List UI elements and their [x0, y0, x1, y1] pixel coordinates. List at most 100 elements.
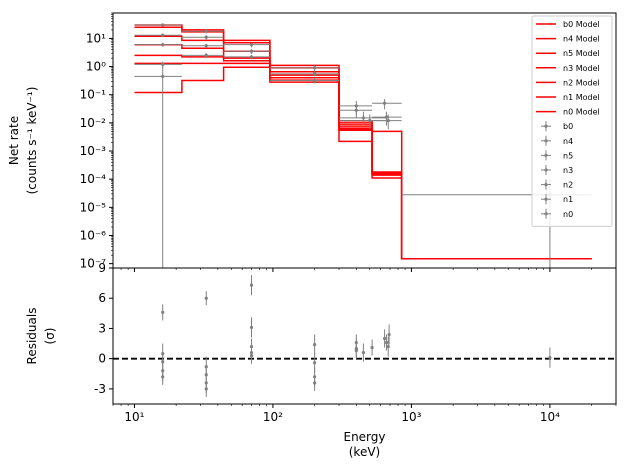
data-points	[134, 23, 592, 268]
residual-point-25	[384, 334, 389, 351]
data-marker-6	[204, 35, 208, 39]
data-marker-21	[386, 119, 390, 123]
data-point-21	[372, 114, 402, 130]
x-tick-label-3: 10⁴	[540, 410, 560, 424]
residual-point-23	[370, 339, 374, 356]
data-marker-0	[161, 23, 165, 27]
data-point-20	[372, 111, 402, 126]
data-marker-16	[354, 108, 358, 112]
data-marker-14	[313, 78, 317, 83]
residual-point-14	[249, 347, 254, 364]
data-point-15	[339, 100, 373, 115]
data-point-9	[223, 42, 270, 48]
data-point-7	[181, 43, 224, 49]
spectrum-y-tick-label-7: 10⁰	[86, 60, 106, 74]
residual-point-18	[313, 374, 317, 391]
model-line-3	[134, 35, 592, 260]
residual-point-11	[249, 317, 254, 338]
residual-marker-4	[161, 375, 165, 379]
legend-model-label-2: n5 Model	[563, 49, 600, 58]
data-marker-13	[313, 72, 317, 76]
legend-data-marker-6	[544, 212, 548, 216]
residual-marker-14	[249, 354, 254, 358]
legend-data-label-1: n4	[563, 137, 573, 146]
data-marker-4	[161, 74, 165, 78]
residuals-panel: 10¹ 10² 10³ 10⁴ -3 0 3 6 9 Residuals (σ) Energy(keV…	[25, 261, 617, 459]
data-marker-19	[382, 101, 387, 105]
data-marker-8	[204, 53, 208, 57]
data-point-5	[181, 29, 224, 34]
spectrum-y-tick-label-4: 10⁻³	[80, 144, 107, 158]
legend-data-label-5: n1	[563, 195, 573, 204]
model-line-5	[134, 54, 592, 260]
spectrum-y-tick-label-8: 10¹	[86, 31, 106, 45]
x-axis-unit: (keV)	[349, 445, 380, 459]
legend-model-label-5: n1 Model	[563, 93, 600, 102]
spectrum-y-tick-label-5: 10⁻²	[80, 116, 107, 130]
residual-marker-11	[249, 325, 254, 330]
data-point-6	[181, 35, 224, 40]
data-point-10	[223, 49, 270, 54]
residual-marker-9	[204, 387, 208, 391]
residual-point-0	[161, 304, 165, 321]
data-marker-12	[313, 66, 317, 70]
data-marker-18	[368, 119, 372, 123]
x-tick-label-2: 10³	[401, 410, 421, 424]
model-line-6	[134, 62, 592, 260]
residual-marker-25	[384, 340, 389, 345]
model-line-4	[134, 43, 592, 260]
residual-point-15	[313, 334, 317, 355]
legend-data-marker-4	[544, 183, 548, 187]
spectrum-y-tick-label-2: 10⁻⁵	[80, 200, 107, 214]
legend-data-marker-5	[544, 197, 548, 201]
residual-marker-10	[249, 283, 254, 287]
residual-point-5	[204, 291, 208, 306]
x-tick-label-1: 10²	[263, 410, 283, 424]
data-point-2	[134, 42, 182, 47]
legend-data-marker-3	[544, 168, 548, 172]
residual-point-10	[249, 275, 254, 296]
model-line-0	[134, 66, 592, 260]
legend-data-label-6: n0	[563, 210, 573, 219]
residuals-y-tick-label-0: -3	[94, 382, 106, 396]
data-point-11	[223, 54, 270, 60]
data-marker-9	[249, 43, 254, 47]
residual-marker-15	[313, 342, 317, 347]
spectrum-y-tick-label-6: 10⁻¹	[80, 88, 107, 102]
x-axis-label: Energy	[343, 430, 385, 444]
data-marker-20	[384, 115, 389, 119]
data-marker-5	[204, 29, 208, 33]
model-line-2	[134, 26, 592, 260]
residuals-y-tick-label-4: 9	[98, 261, 106, 275]
data-marker-10	[249, 49, 254, 53]
residual-point-26	[386, 336, 390, 357]
residual-point-24	[382, 329, 387, 348]
residual-marker-21	[354, 349, 358, 353]
legend-model-label-4: n2 Model	[563, 78, 600, 87]
spectrum-y-tick-label-3: 10⁻⁴	[80, 172, 107, 186]
residuals-y-tick-label-3: 6	[98, 291, 106, 305]
data-point-12	[269, 65, 340, 73]
residual-marker-23	[370, 345, 374, 350]
legend-model-label-1: n4 Model	[563, 35, 600, 44]
data-point-3	[134, 61, 182, 68]
residual-point-4	[161, 368, 165, 385]
data-point-4	[134, 64, 182, 268]
spectrum-y-axis-label: Net rate	[7, 116, 21, 165]
legend-data-marker-0	[544, 124, 548, 128]
data-point-0	[134, 23, 182, 27]
legend: b0 Model n4 Model n5 Model n3 Model n2 Model…	[531, 15, 613, 227]
data-marker-7	[204, 44, 208, 48]
data-point-1	[134, 33, 182, 38]
data-point-17	[339, 111, 386, 126]
residual-point-22	[361, 343, 366, 362]
data-marker-17	[361, 116, 366, 120]
residuals-y-axis-label: Residuals	[25, 308, 39, 365]
legend-data-label-0: b0	[563, 122, 573, 131]
legend-model-label-3: n3 Model	[563, 64, 600, 73]
data-point-13	[269, 71, 340, 77]
residual-marker-26	[386, 344, 390, 349]
residuals-y-tick-label-2: 3	[98, 321, 106, 335]
residuals-frame	[112, 267, 617, 405]
